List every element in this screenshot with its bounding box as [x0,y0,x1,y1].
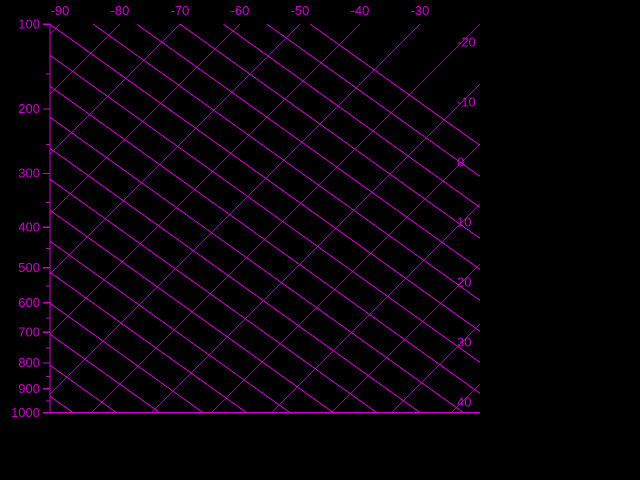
svg-text:600: 600 [18,295,40,310]
svg-text:800: 800 [18,355,40,370]
svg-text:-30: -30 [411,3,430,18]
svg-text:-20: -20 [457,34,476,49]
svg-text:20: 20 [457,274,471,289]
svg-text:400: 400 [18,219,40,234]
svg-text:900: 900 [18,381,40,396]
svg-text:700: 700 [18,324,40,339]
svg-text:-50: -50 [291,3,310,18]
svg-text:-90: -90 [51,3,70,18]
svg-text:-80: -80 [111,3,130,18]
svg-text:-70: -70 [171,3,190,18]
svg-text:40: 40 [457,394,471,409]
svg-text:30: 30 [457,334,471,349]
svg-text:-10: -10 [457,94,476,109]
svg-text:10: 10 [457,214,471,229]
svg-text:100: 100 [18,16,40,31]
svg-text:0: 0 [457,154,464,169]
svg-text:200: 200 [18,101,40,116]
svg-text:300: 300 [18,166,40,181]
svg-text:1000: 1000 [11,405,40,420]
svg-text:-40: -40 [351,3,370,18]
svg-text:500: 500 [18,260,40,275]
svg-text:-60: -60 [231,3,250,18]
